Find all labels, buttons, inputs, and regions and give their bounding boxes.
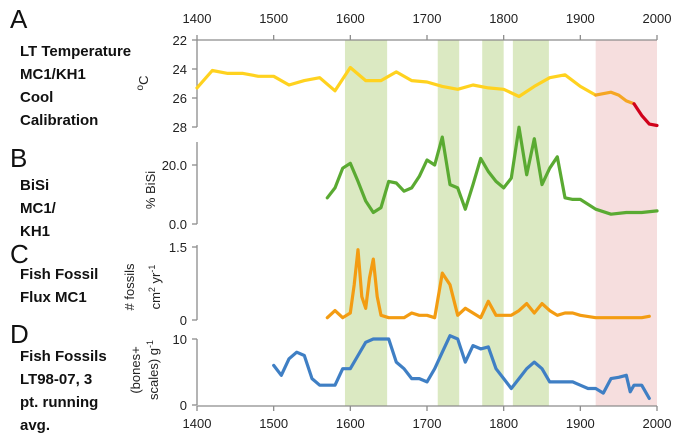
panel-d-y-axis-title-line2: scales) g-1 xyxy=(145,340,161,400)
x-tick-label-bottom: 2000 xyxy=(643,416,672,431)
panel-b-letter: B xyxy=(10,143,27,173)
x-tick-label-bottom: 1800 xyxy=(489,416,518,431)
x-tick-label-top: 1900 xyxy=(566,11,595,26)
highlight-band xyxy=(437,40,460,406)
highlight-band xyxy=(512,40,549,406)
y-tick-label: 10 xyxy=(173,332,187,347)
panel-labels: A LT Temperature MC1/KH1 Cool Calibration B Bi… xyxy=(10,4,131,434)
panel-d-letter: D xyxy=(10,319,29,349)
panel-b-description-line: KH1 xyxy=(20,223,50,240)
panel-c-y-axis-title-line2: cm2 yr-1 xyxy=(147,265,163,310)
panel-c-letter: C xyxy=(10,239,29,269)
y-tick-label: 22 xyxy=(173,33,187,48)
panel-d-y-axis-title: (bones+ xyxy=(128,346,143,393)
x-tick-label-bottom: 1500 xyxy=(259,416,288,431)
panel-a-description-line: Cool xyxy=(20,89,53,106)
x-tick-label-top: 1600 xyxy=(336,11,365,26)
y-tick-label: 24 xyxy=(173,62,187,77)
panel-b-series-line xyxy=(325,125,659,216)
panel-c-description-line: Flux MC1 xyxy=(20,289,87,306)
y-tick-label: 26 xyxy=(173,91,187,106)
x-tick-label-top: 1800 xyxy=(489,11,518,26)
panel-b-y-axis-title: % BiSi xyxy=(143,171,158,209)
panel-b-description-line: BiSi xyxy=(20,177,49,194)
panel-d-description-line: avg. xyxy=(20,417,50,434)
highlight-band xyxy=(344,40,388,406)
y-tick-label: 28 xyxy=(173,120,187,135)
x-tick-label-top: 1700 xyxy=(413,11,442,26)
panel-a-letter: A xyxy=(10,4,28,34)
x-tick-label-top: 2000 xyxy=(643,11,672,26)
panel-c-y-axis-title: # fossils xyxy=(122,263,137,310)
panel-a-description-line: LT Temperature xyxy=(20,43,131,60)
highlight-band xyxy=(482,40,504,406)
y-tick-label: 0.0 xyxy=(169,217,187,232)
x-tick-label-bottom: 1600 xyxy=(336,416,365,431)
panel-b-description-line: MC1/ xyxy=(20,200,57,217)
y-tick-label: 20.0 xyxy=(162,158,187,173)
panel-d-series-line xyxy=(272,334,651,400)
highlight-bands xyxy=(344,40,657,406)
x-tick-label-bottom: 1900 xyxy=(566,416,595,431)
data-series xyxy=(195,65,659,400)
x-tick-label-top: 1400 xyxy=(183,11,212,26)
x-tick-label-bottom: 1700 xyxy=(413,416,442,431)
y-tick-label: 0 xyxy=(180,313,187,328)
panel-a-series-line xyxy=(195,65,598,99)
panel-a-description-line: MC1/KH1 xyxy=(20,66,86,83)
y-tick-label: 0 xyxy=(180,398,187,413)
panel-c-series-line xyxy=(325,248,651,320)
panel-d-description-line: Fish Fossils xyxy=(20,348,107,365)
panel-a-y-axis-title: oC xyxy=(135,76,151,91)
panel-d-description-line: LT98-07, 3 xyxy=(20,371,92,388)
x-tick-label-top: 1500 xyxy=(259,11,288,26)
x-tick-label-bottom: 1400 xyxy=(183,416,212,431)
panel-a-series-line xyxy=(594,90,636,106)
axes: 1400 1400 1500 1500 1600 1600 1700 1700 1800 1800… xyxy=(122,11,671,431)
panel-a-series-line xyxy=(632,102,659,128)
panel-d-description-line: pt. running xyxy=(20,394,98,411)
y-tick-label: 1.5 xyxy=(169,240,187,255)
panel-c-description-line: Fish Fossil xyxy=(20,266,98,283)
panel-a-description-line: Calibration xyxy=(20,112,98,129)
